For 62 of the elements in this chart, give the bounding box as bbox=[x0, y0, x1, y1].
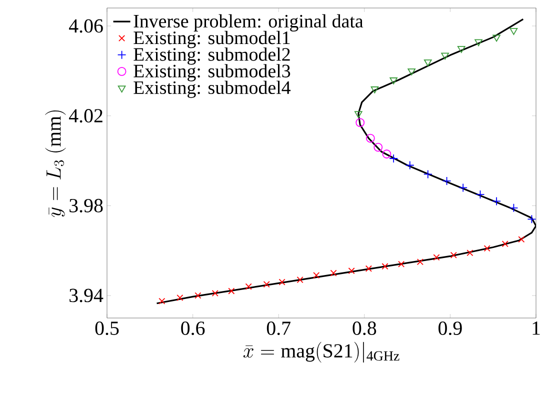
point bbox=[354, 111, 362, 118]
point bbox=[176, 294, 184, 302]
legend-label: Existing: submodel2 bbox=[134, 48, 290, 65]
y-tick-label: 3.98 bbox=[70, 198, 103, 212]
point bbox=[370, 86, 379, 94]
point bbox=[466, 250, 474, 256]
x-tick-label: 0.5 bbox=[95, 322, 119, 336]
point bbox=[194, 292, 202, 299]
point bbox=[476, 190, 485, 199]
point bbox=[313, 272, 320, 279]
point bbox=[457, 46, 466, 53]
legend-label: Inverse problem: original data bbox=[134, 14, 364, 32]
point bbox=[405, 160, 414, 170]
point bbox=[527, 214, 536, 224]
point bbox=[382, 150, 392, 158]
point bbox=[389, 154, 398, 163]
x-tick-label: 0.8 bbox=[352, 322, 376, 336]
point bbox=[245, 283, 252, 290]
point bbox=[450, 252, 457, 258]
point bbox=[442, 176, 452, 186]
x-tick-label: 0.6 bbox=[181, 322, 205, 336]
point bbox=[228, 288, 235, 294]
x-axis-title: $\bar{x} = \mathrm{mag(S21)}|_{\mathrm{4GHz}}$ bbox=[243, 342, 400, 363]
point bbox=[458, 183, 468, 192]
point bbox=[484, 245, 490, 252]
point bbox=[416, 258, 424, 266]
point bbox=[423, 170, 432, 179]
legend-label: Existing: submodel1 bbox=[134, 30, 290, 48]
point bbox=[382, 263, 388, 270]
point bbox=[365, 265, 372, 272]
point bbox=[398, 260, 405, 268]
point bbox=[374, 142, 383, 152]
y-tick-label: 3.94 bbox=[70, 288, 104, 302]
point bbox=[441, 52, 449, 60]
point bbox=[278, 278, 286, 286]
x-tick-label: 0.9 bbox=[438, 322, 462, 336]
point bbox=[212, 290, 218, 297]
legend-label: Existing: submodel4 bbox=[134, 80, 291, 98]
y-tick-label: 4.02 bbox=[69, 109, 102, 123]
point bbox=[509, 203, 518, 212]
point bbox=[158, 298, 166, 304]
point bbox=[348, 268, 355, 274]
point bbox=[356, 118, 365, 128]
point bbox=[263, 281, 270, 288]
point bbox=[433, 254, 440, 261]
point bbox=[296, 276, 304, 284]
point bbox=[408, 68, 416, 76]
point bbox=[424, 59, 432, 66]
point bbox=[492, 196, 501, 206]
x-tick-label: 0.7 bbox=[266, 322, 290, 336]
point bbox=[366, 134, 375, 143]
point bbox=[474, 39, 482, 46]
y-axis-title: $\bar{y} = L_3\ \mathrm{(mm)}$ bbox=[45, 110, 66, 217]
legend-label: Existing: submodel3 bbox=[134, 64, 290, 82]
point bbox=[390, 77, 398, 84]
x-tick-label: 1 bbox=[532, 322, 540, 335]
point bbox=[330, 270, 337, 276]
point bbox=[510, 28, 518, 35]
point bbox=[492, 34, 500, 42]
point bbox=[518, 236, 525, 243]
point bbox=[502, 240, 508, 248]
y-tick-label: 4.06 bbox=[69, 19, 103, 33]
